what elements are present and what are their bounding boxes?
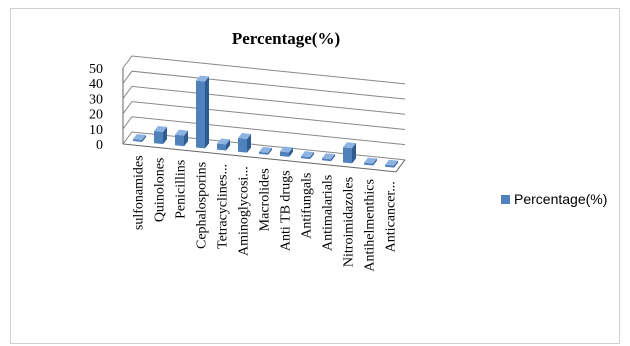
bars	[133, 75, 398, 168]
legend-swatch	[501, 195, 510, 204]
bar-side	[184, 130, 188, 147]
bar-top	[280, 146, 293, 153]
bar-top	[259, 146, 272, 153]
bar	[133, 134, 146, 142]
bar	[280, 146, 293, 157]
bar-front	[133, 139, 142, 142]
category-label: Aminoglycosi...	[237, 166, 252, 256]
bar-side	[247, 133, 251, 153]
category-label: Anti TB drugs	[279, 170, 294, 251]
gridline	[122, 116, 406, 146]
category-label: Cephalosporins	[195, 162, 210, 249]
bar	[301, 151, 314, 160]
bar-side	[205, 76, 209, 149]
category-label: sulfonamides	[132, 155, 147, 230]
y-tick-label: 40	[89, 77, 103, 92]
bar-side	[310, 152, 314, 160]
bar-front	[154, 131, 163, 145]
category-label: Anticancer...	[384, 181, 399, 252]
bar	[385, 159, 398, 168]
bar-side	[163, 126, 167, 145]
bar-top	[217, 138, 230, 145]
legend: Percentage(%)	[501, 191, 607, 207]
bar-front	[217, 143, 226, 151]
bar	[259, 146, 272, 155]
category-label: Penicillins	[174, 160, 189, 219]
bar-top	[154, 126, 167, 132]
bar-top	[175, 129, 188, 136]
bar	[175, 129, 188, 147]
floor-edge	[122, 143, 406, 173]
bar	[154, 126, 167, 145]
bar-top	[196, 75, 209, 82]
bar-side	[373, 158, 377, 166]
gridline	[122, 55, 406, 85]
gridlines	[122, 55, 406, 173]
category-label: Macrolides	[258, 168, 273, 231]
y-tick-label: 20	[89, 108, 103, 123]
bar-top	[238, 133, 251, 139]
bar-top	[364, 157, 377, 164]
bar-side	[289, 147, 293, 157]
bar-front	[385, 164, 394, 168]
bar	[196, 75, 209, 149]
bar-side	[331, 154, 335, 162]
bar-front	[301, 156, 310, 160]
bar-side	[394, 160, 398, 168]
bar-front	[259, 151, 268, 155]
category-label: Quinolones	[153, 158, 168, 223]
bar-front	[322, 158, 331, 162]
gridline	[122, 131, 406, 161]
bar-side	[352, 143, 356, 164]
category-label: Nitroimidazoles	[342, 177, 357, 267]
y-tick-label: 50	[89, 62, 103, 77]
bar-top	[343, 142, 356, 149]
chart-frame: Percentage(%) 0 10 20 30 40 50 sulfonamides Qu…	[10, 8, 620, 344]
bar-top	[385, 159, 398, 166]
bar-front	[343, 147, 352, 164]
gridline	[122, 70, 406, 100]
category-label: Tetracyclines...	[216, 164, 231, 249]
bar-top	[301, 151, 314, 158]
bar-front	[175, 134, 184, 147]
y-tick-label: 0	[96, 138, 103, 153]
y-tick-label: 10	[89, 123, 103, 138]
bar	[322, 153, 335, 162]
legend-label: Percentage(%)	[514, 191, 607, 207]
bar-front	[364, 162, 373, 166]
bar-front	[196, 80, 205, 149]
x-axis-categories: sulfonamides Quinolones Penicillins Cephalo…	[132, 155, 399, 271]
bar	[217, 138, 230, 151]
bar	[343, 142, 356, 164]
bar-top	[322, 153, 335, 160]
gridline	[122, 85, 406, 115]
y-tick-label: 30	[89, 92, 103, 107]
bar-side	[226, 139, 230, 151]
chart-title: Percentage(%)	[232, 29, 340, 48]
bar-top	[133, 134, 146, 140]
bar-side	[268, 147, 272, 155]
category-label: Antihelmenthics	[363, 179, 378, 272]
bar-side	[142, 134, 146, 142]
gridline	[122, 101, 406, 130]
bar	[364, 157, 377, 166]
category-label: Antifungals	[300, 173, 315, 239]
bar-front	[238, 138, 247, 153]
bar	[238, 133, 251, 153]
category-label: Antimalarials	[321, 175, 336, 251]
bar-front	[280, 151, 289, 157]
